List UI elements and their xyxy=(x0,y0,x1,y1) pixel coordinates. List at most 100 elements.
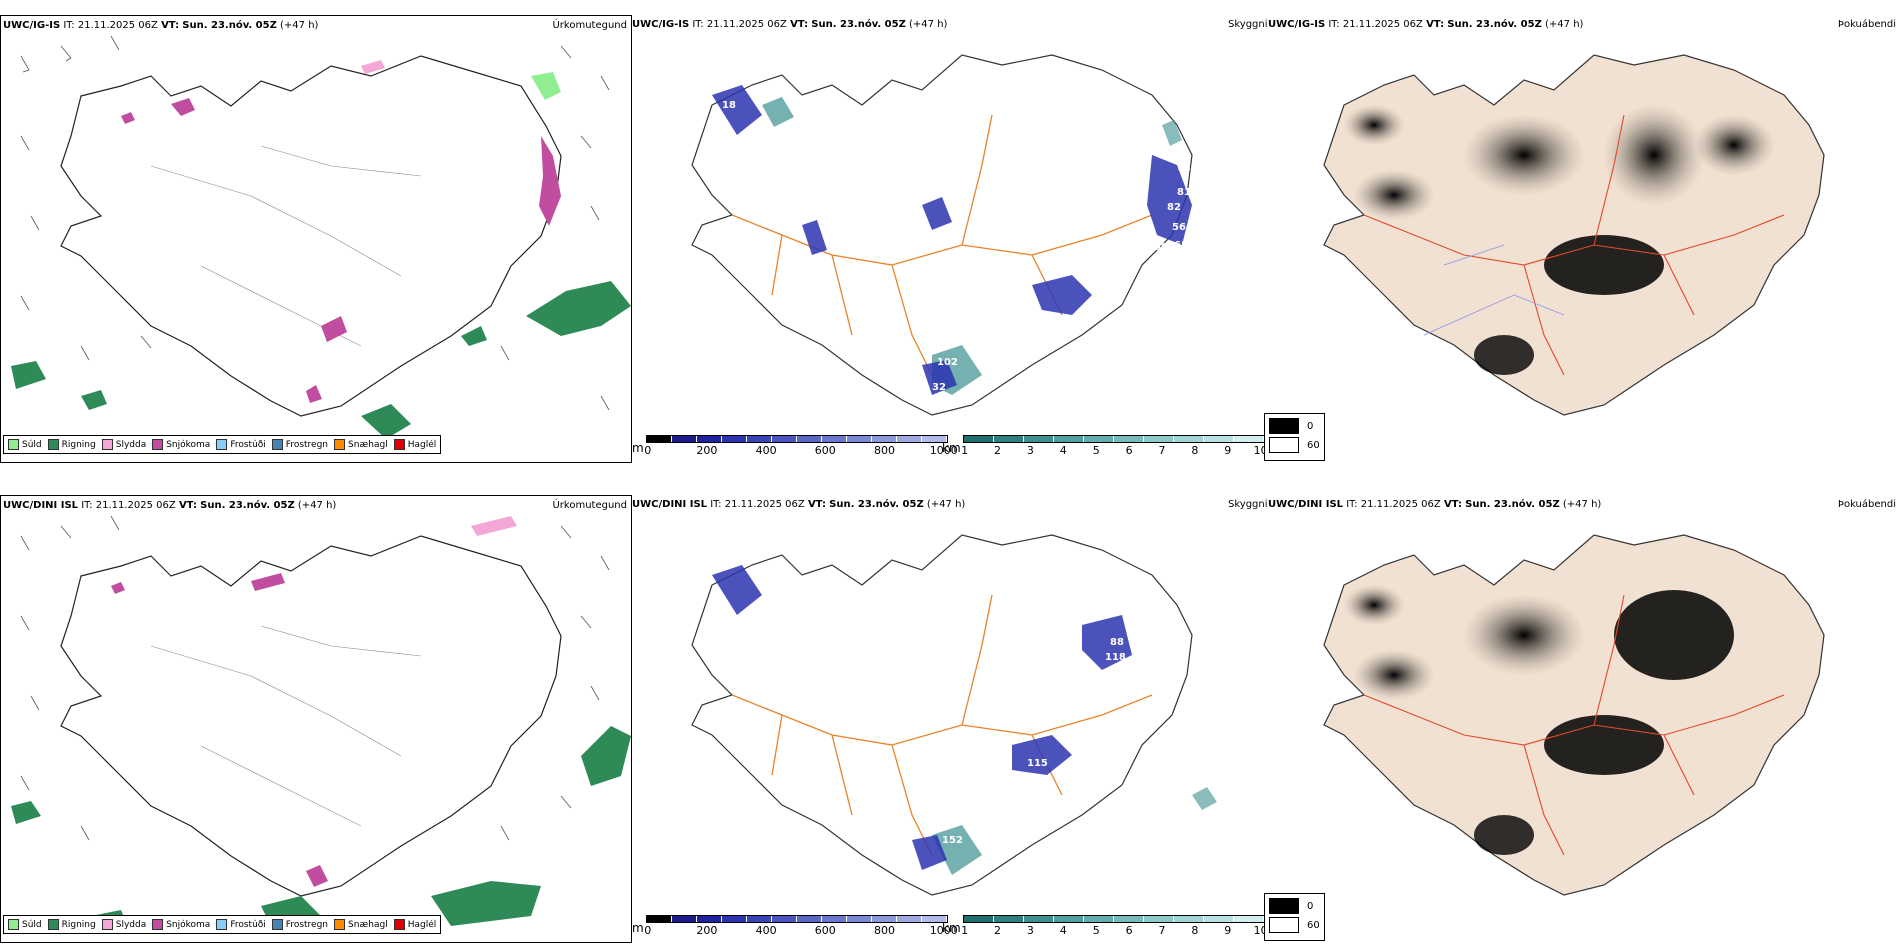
colorbar-tick: 0 xyxy=(644,924,652,937)
colorbar-cell xyxy=(921,436,947,442)
colorbar-cell xyxy=(846,916,872,922)
precip-type-panel-row2: UWC/DINI ISL IT: 21.11.2025 06Z VT: Sun.… xyxy=(0,495,632,943)
svg-text:152: 152 xyxy=(942,835,963,846)
legend-item: Frostregn xyxy=(271,919,328,930)
legend-item: Snjókoma xyxy=(152,439,210,450)
colorbar-tick: 9 xyxy=(1224,924,1232,937)
legend-item: Slydda xyxy=(101,439,146,450)
panel-type-precip-row2: Úrkomutegund xyxy=(552,500,627,511)
colorbar-cell xyxy=(1203,916,1234,922)
panel-title-row1-p1: UWC/IG-IS IT: 21.11.2025 06Z VT: Sun. 23… xyxy=(3,20,319,31)
legend-item: Frostregn xyxy=(271,439,328,450)
panel-type-precip-row1: Úrkomutegund xyxy=(552,20,627,31)
colorbar-cell xyxy=(1083,436,1114,442)
legend-item: Haglél xyxy=(393,919,436,930)
panel-title-row2-p1: UWC/DINI ISL IT: 21.11.2025 06Z VT: Sun.… xyxy=(3,500,337,511)
colorbar-cell xyxy=(1113,916,1144,922)
colorbar-cell xyxy=(796,436,822,442)
legend-item: Rigning xyxy=(47,919,96,930)
colorbar-tick: 6 xyxy=(1125,444,1133,457)
panel-type-fog-row2: Þokuábendi xyxy=(1837,499,1896,510)
colorbar-tick: 1 xyxy=(961,444,969,457)
colorbar-cell xyxy=(921,916,947,922)
vis-values: 88 118 115 152 xyxy=(942,637,1126,846)
colorbar-tick: 2 xyxy=(994,444,1002,457)
colorbar-cell xyxy=(771,436,797,442)
colorbar-cell xyxy=(646,436,672,442)
colorbar-cell xyxy=(746,436,772,442)
vis-areas xyxy=(712,565,1217,875)
vis-colorbar-row1: km 1 2 3 4 5 6 7 8 9 10 xyxy=(942,435,1268,457)
colorbar-tick: 200 xyxy=(696,924,718,937)
colorbar-cell xyxy=(1143,916,1174,922)
panel-title-row2-p3: UWC/DINI ISL IT: 21.11.2025 06Z VT: Sun.… xyxy=(1268,499,1602,510)
colorbar-tick: 0 xyxy=(644,444,652,457)
precip-legend-row2: Súld Rigning Slydda Snjókoma Frostúði Fr… xyxy=(3,915,442,934)
colorbar-cell xyxy=(1023,436,1054,442)
fog-map-row1 xyxy=(1323,54,1825,416)
colorbar-cell xyxy=(696,436,722,442)
panel-type-visibility-row1: Skyggni xyxy=(1228,19,1268,30)
colorbar-cell xyxy=(896,436,922,442)
visibility-panel-row2: 88 118 115 152 UWC/DINI ISL IT: 21.11.20… xyxy=(632,495,1268,943)
colorbar-cell xyxy=(1023,916,1054,922)
fog-panel-row1: UWC/IG-IS IT: 21.11.2025 06Z VT: Sun. 23… xyxy=(1264,15,1900,463)
colorbar-cell xyxy=(671,436,697,442)
colorbar-tick: 3 xyxy=(1026,924,1034,937)
fog-roads xyxy=(1363,114,1785,376)
legend-item: Snæhagl xyxy=(334,919,388,930)
vis-unit: km xyxy=(942,921,961,935)
precip-areas xyxy=(11,60,631,439)
colorbar-tick: 4 xyxy=(1059,444,1067,457)
colorbar-cell xyxy=(993,916,1024,922)
height-unit: m xyxy=(632,921,644,935)
visibility-panel-row1: 82 81 56 65 69 102 32 120 18 UWC/IG-IS I… xyxy=(632,15,1268,463)
colorbar-cell xyxy=(896,916,922,922)
svg-text:69: 69 xyxy=(1154,242,1168,253)
svg-text:118: 118 xyxy=(1105,652,1126,663)
colorbar-cell xyxy=(1053,436,1084,442)
legend-item: Snjókoma xyxy=(152,919,210,930)
colorbar-tick: 1 xyxy=(961,924,969,937)
colorbar-cell xyxy=(1113,436,1144,442)
colorbar-cell xyxy=(821,916,847,922)
colorbar-cell xyxy=(1233,436,1264,442)
legend-item: Rigning xyxy=(47,439,96,450)
precip-legend-row1: Súld Rigning Slydda Snjókoma Frostúði Fr… xyxy=(3,435,442,454)
panel-title-row1-p3: UWC/IG-IS IT: 21.11.2025 06Z VT: Sun. 23… xyxy=(1268,19,1584,30)
colorbar-tick: 600 xyxy=(814,444,836,457)
colorbar-cell xyxy=(696,916,722,922)
colorbar-tick: 400 xyxy=(755,444,777,457)
legend-item: Slydda xyxy=(101,919,146,930)
colorbar-tick: 7 xyxy=(1158,444,1166,457)
fog-legend-item: 0 xyxy=(1269,418,1320,434)
svg-text:18: 18 xyxy=(722,100,736,111)
colorbar-cell xyxy=(1053,916,1084,922)
colorbar-tick: 400 xyxy=(755,924,777,937)
colorbar-tick: 1000 xyxy=(929,444,958,457)
colorbar-cell xyxy=(821,436,847,442)
legend-item: Frostúði xyxy=(216,439,266,450)
iceland-outline xyxy=(60,55,562,417)
svg-text:120: 120 xyxy=(1177,162,1198,173)
legend-item: Frostúði xyxy=(216,919,266,930)
colorbar-cell xyxy=(1083,916,1114,922)
colorbar-cell xyxy=(746,916,772,922)
colorbar-cell xyxy=(871,436,897,442)
panel-type-fog-row1: Þokuábendi xyxy=(1837,19,1896,30)
colorbar-cell xyxy=(796,916,822,922)
colorbar-tick: 6 xyxy=(1125,924,1133,937)
precip-map-row2 xyxy=(11,515,631,930)
colorbar-cell xyxy=(1173,916,1204,922)
fog-legend-item: 0 xyxy=(1269,898,1320,914)
fog-panel-row2: UWC/DINI ISL IT: 21.11.2025 06Z VT: Sun.… xyxy=(1264,495,1900,943)
fog-legend-item: 60 xyxy=(1269,917,1320,933)
svg-text:32: 32 xyxy=(932,382,946,393)
colorbar-cell xyxy=(963,436,994,442)
colorbar-cell xyxy=(671,916,697,922)
colorbar-tick: 7 xyxy=(1158,924,1166,937)
svg-text:115: 115 xyxy=(1027,758,1048,769)
colorbar-tick: 5 xyxy=(1092,444,1100,457)
colorbar-cell xyxy=(963,916,994,922)
colorbar-cell xyxy=(993,436,1024,442)
